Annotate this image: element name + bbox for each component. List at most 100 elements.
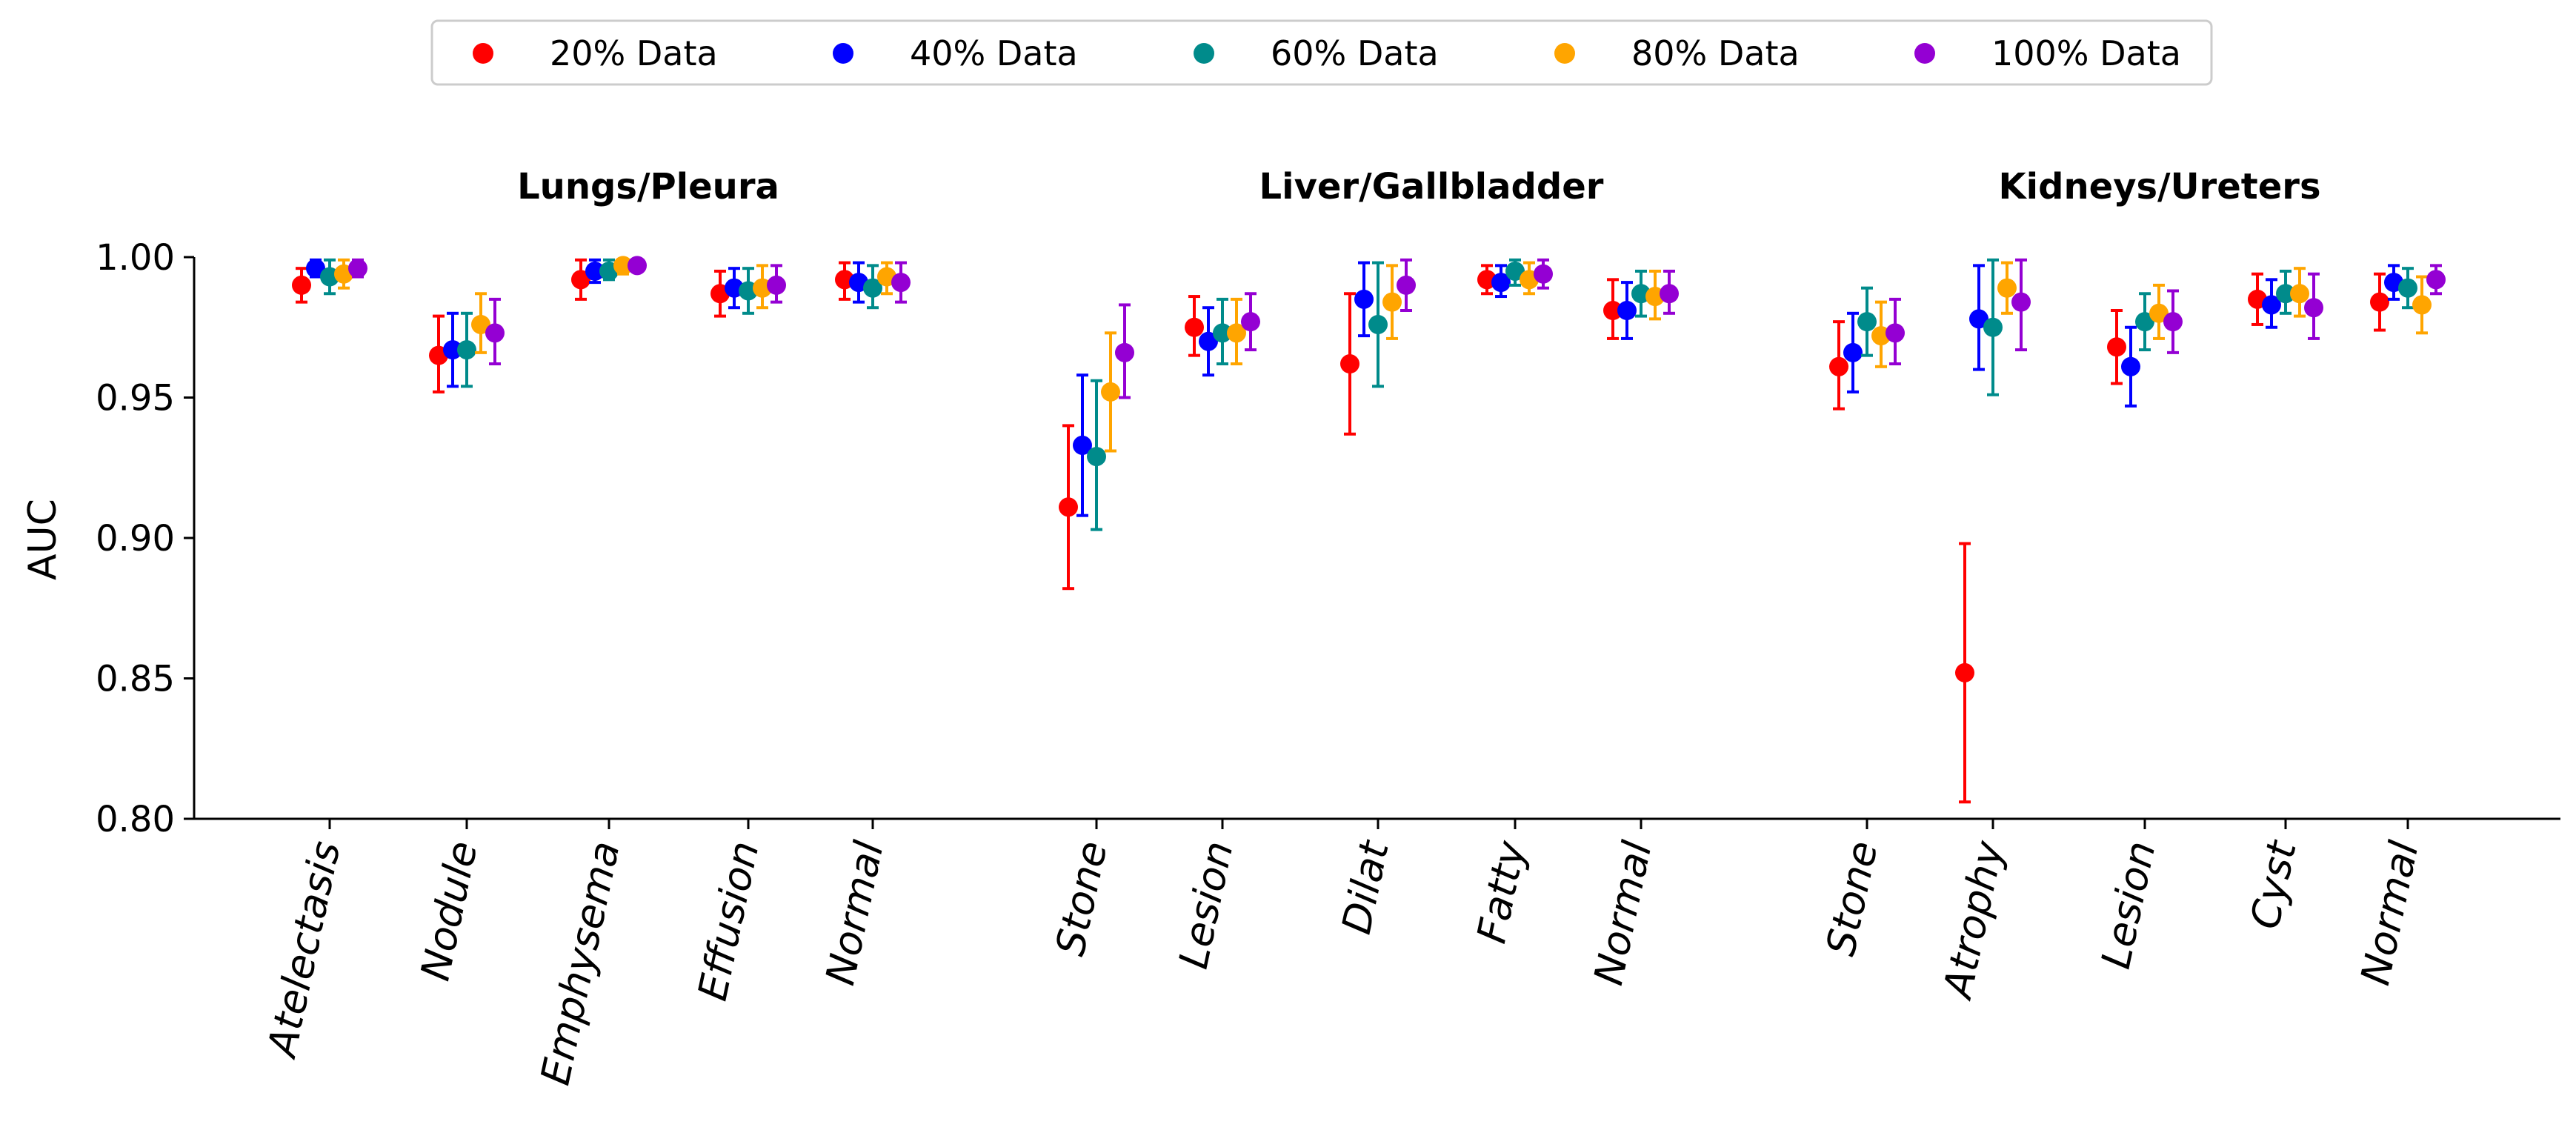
error-bar-point	[1505, 258, 1525, 287]
data-point	[2121, 356, 2140, 376]
data-point	[457, 340, 476, 360]
data-point	[1886, 323, 1905, 343]
data-point	[1857, 312, 1877, 332]
data-point	[348, 259, 367, 279]
y-tick-label: 0.95	[96, 378, 175, 419]
y-tick-label: 0.90	[96, 518, 175, 559]
error-bar-point	[2370, 272, 2389, 332]
error-bar-point	[628, 256, 647, 276]
data-point	[891, 273, 911, 293]
data-point	[628, 256, 647, 276]
legend-marker	[1554, 43, 1575, 64]
x-tick-label: Cyst	[2241, 836, 2306, 933]
error-bar-point	[2011, 258, 2031, 352]
x-tick-label: Normal	[816, 837, 892, 989]
error-bar-point	[443, 311, 462, 388]
legend-box	[430, 19, 2213, 86]
x-tick-label: Stone	[1817, 837, 1887, 960]
error-bar-point	[2304, 272, 2323, 340]
data-point	[1368, 314, 1388, 334]
error-bar-point	[485, 297, 505, 366]
x-tick-label: Normal	[1585, 837, 1660, 989]
data-point	[1505, 261, 1525, 281]
error-bar-point	[1101, 331, 1120, 453]
error-bar-point	[1843, 311, 1863, 393]
error-bar-point	[2121, 325, 2140, 408]
data-point	[1969, 309, 1988, 329]
error-bar-point	[1983, 258, 2003, 396]
data-point	[2163, 312, 2183, 332]
error-bar-point	[1382, 264, 1402, 340]
data-point	[1491, 273, 1511, 293]
data-point	[1059, 497, 1078, 517]
data-point	[1101, 382, 1120, 402]
error-bar-point	[585, 258, 605, 285]
error-bar-point	[613, 256, 633, 276]
error-bar-point	[1227, 297, 1246, 366]
error-bar-point	[710, 269, 730, 318]
legend-entry: 40% Data	[910, 33, 1078, 73]
legend-entry: 100% Data	[1991, 33, 2181, 73]
error-bar-point	[2262, 278, 2281, 329]
error-bar-point	[2107, 309, 2126, 385]
error-bar-point	[2149, 283, 2169, 340]
error-bar-point	[1185, 295, 1204, 357]
error-bar-point	[1241, 292, 1260, 352]
legend-entry: 20% Data	[550, 33, 718, 73]
data-point	[1660, 284, 1679, 304]
data-point	[1354, 289, 1374, 309]
data-point	[1087, 447, 1106, 467]
y-ticks: 0.80 0.85 0.90 0.95 1.00	[96, 237, 194, 840]
error-bar-point	[1073, 373, 1092, 517]
error-bar-point	[1087, 379, 1106, 531]
x-tick-label: Fatty	[1468, 837, 1535, 948]
error-bar-point	[471, 292, 490, 354]
x-tick-label: Emphysema	[532, 837, 629, 1089]
error-bar-point	[348, 258, 367, 279]
data-point	[1983, 317, 2003, 337]
data-point	[1213, 323, 1232, 343]
y-tick-label: 0.80	[96, 799, 175, 840]
group-title: Liver/Gallbladder	[1259, 166, 1604, 207]
data-point	[1073, 435, 1092, 455]
error-bar-point	[1059, 424, 1078, 591]
group-title: Kidneys/Ureters	[1998, 166, 2320, 207]
x-tick-label: Dilat	[1333, 836, 1398, 938]
error-bar-point	[2135, 292, 2154, 352]
data-point	[2290, 284, 2309, 304]
legend-marker	[1914, 43, 1935, 64]
error-bar-point	[571, 258, 590, 301]
x-tick-label: Stone	[1047, 837, 1116, 960]
error-bar-point	[1213, 297, 1232, 366]
error-bar-point	[1340, 292, 1359, 436]
data-point	[2107, 337, 2126, 357]
error-bar-point	[292, 267, 311, 304]
error-bar-point	[1955, 542, 1974, 804]
x-ticks: Atelectasis Nodule Emphysema Effusion Normal…	[258, 819, 2428, 1089]
error-bar-point	[2290, 267, 2309, 318]
data-point	[2412, 295, 2432, 315]
error-bar-point	[1115, 303, 1134, 399]
data-point	[585, 261, 605, 281]
x-tick-label: Atrophy	[1934, 837, 2013, 1004]
data-point	[1185, 317, 1204, 337]
data-point	[571, 270, 590, 290]
legend: 20% Data 40% Data 60% Data 80% Data 100% Dat…	[430, 19, 2213, 86]
error-bar-point	[1534, 258, 1553, 290]
x-tick-label: Lesion	[2092, 837, 2165, 973]
error-bar-point	[1660, 269, 1679, 315]
x-tick-label: Lesion	[1170, 837, 1242, 973]
data-point	[863, 278, 882, 298]
data-point	[2011, 292, 2031, 312]
error-bar-point	[1368, 261, 1388, 388]
data-point	[2276, 284, 2295, 304]
data-point	[1603, 301, 1623, 321]
group-titles: Lungs/Pleura Liver/Gallbladder Kidneys/Ure…	[517, 166, 2320, 207]
data-point	[443, 340, 462, 360]
error-bar-point	[2276, 269, 2295, 315]
x-tick-label: Effusion	[689, 837, 768, 1005]
legend-entry: 60% Data	[1271, 33, 1439, 73]
data-point	[2370, 292, 2389, 312]
y-tick-label: 0.85	[96, 659, 175, 700]
